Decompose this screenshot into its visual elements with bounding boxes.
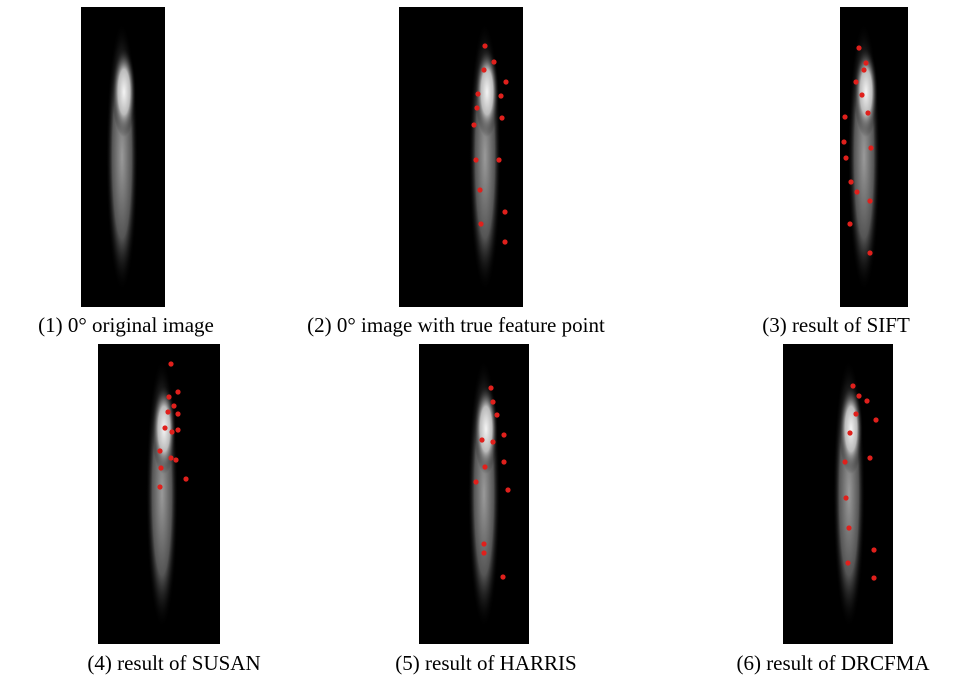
panel-caption: (6) result of DRCFMA xyxy=(736,651,930,675)
panel-caption: (1) 0° original image xyxy=(38,313,214,337)
feature-point xyxy=(494,412,500,418)
feature-point xyxy=(865,110,871,116)
feature-point xyxy=(162,425,168,431)
image-panel xyxy=(98,344,220,644)
feature-point xyxy=(482,464,488,470)
feature-point xyxy=(501,459,507,465)
feature-point xyxy=(479,437,485,443)
feature-point xyxy=(842,459,848,465)
feature-point xyxy=(175,427,181,433)
feature-point xyxy=(873,417,879,423)
plume-core xyxy=(854,47,878,137)
feature-point xyxy=(490,439,496,445)
plume-core xyxy=(475,47,499,137)
feature-point xyxy=(871,575,877,581)
feature-point xyxy=(861,67,867,73)
feature-point xyxy=(158,465,164,471)
feature-point xyxy=(481,67,487,73)
image-panel xyxy=(783,344,893,644)
feature-point xyxy=(503,79,509,85)
feature-point xyxy=(481,541,487,547)
feature-point xyxy=(473,157,479,163)
image-panel xyxy=(419,344,529,644)
feature-point xyxy=(846,525,852,531)
feature-point xyxy=(853,79,859,85)
feature-point xyxy=(853,411,859,417)
feature-point xyxy=(842,114,848,120)
image-background xyxy=(399,7,523,307)
feature-point xyxy=(157,448,163,454)
feature-point xyxy=(173,457,179,463)
plume-core xyxy=(839,384,863,474)
feature-point xyxy=(168,455,174,461)
feature-point xyxy=(488,385,494,391)
feature-point xyxy=(868,145,874,151)
feature-point xyxy=(847,430,853,436)
feature-point xyxy=(491,59,497,65)
feature-point xyxy=(183,476,189,482)
feature-point xyxy=(477,187,483,193)
feature-point xyxy=(175,411,181,417)
feature-point xyxy=(498,93,504,99)
feature-point xyxy=(499,115,505,121)
panel-caption: (5) result of HARRIS xyxy=(395,651,576,675)
feature-point xyxy=(482,43,488,49)
plume-core xyxy=(112,47,136,137)
feature-point xyxy=(175,389,181,395)
feature-point xyxy=(845,560,851,566)
feature-point xyxy=(473,479,479,485)
feature-point xyxy=(169,429,175,435)
feature-point xyxy=(471,122,477,128)
panel-caption: (4) result of SUSAN xyxy=(87,651,260,675)
feature-point xyxy=(496,157,502,163)
feature-point xyxy=(157,484,163,490)
feature-point xyxy=(856,45,862,51)
feature-point xyxy=(168,361,174,367)
feature-point xyxy=(856,393,862,399)
feature-point xyxy=(871,547,877,553)
feature-point xyxy=(475,91,481,97)
panel-caption: (2) 0° image with true feature point xyxy=(307,313,605,337)
feature-point xyxy=(481,550,487,556)
feature-point xyxy=(490,399,496,405)
feature-point xyxy=(867,455,873,461)
image-panel xyxy=(840,7,908,307)
feature-point xyxy=(166,394,172,400)
feature-point xyxy=(859,92,865,98)
feature-point xyxy=(171,403,177,409)
feature-point xyxy=(867,198,873,204)
feature-point xyxy=(501,432,507,438)
feature-point xyxy=(843,495,849,501)
feature-point xyxy=(867,250,873,256)
feature-point xyxy=(502,209,508,215)
feature-point xyxy=(854,189,860,195)
feature-point xyxy=(165,409,171,415)
panel-caption: (3) result of SIFT xyxy=(762,313,910,337)
feature-point xyxy=(474,105,480,111)
feature-point xyxy=(848,179,854,185)
image-panel xyxy=(399,7,523,307)
plume-core xyxy=(474,384,498,474)
image-panel xyxy=(81,7,165,307)
feature-point xyxy=(478,221,484,227)
feature-point xyxy=(502,239,508,245)
feature-point xyxy=(847,221,853,227)
feature-point xyxy=(505,487,511,493)
feature-point xyxy=(841,139,847,145)
feature-point xyxy=(843,155,849,161)
feature-point xyxy=(864,398,870,404)
feature-point xyxy=(850,383,856,389)
feature-point xyxy=(863,60,869,66)
feature-point xyxy=(500,574,506,580)
